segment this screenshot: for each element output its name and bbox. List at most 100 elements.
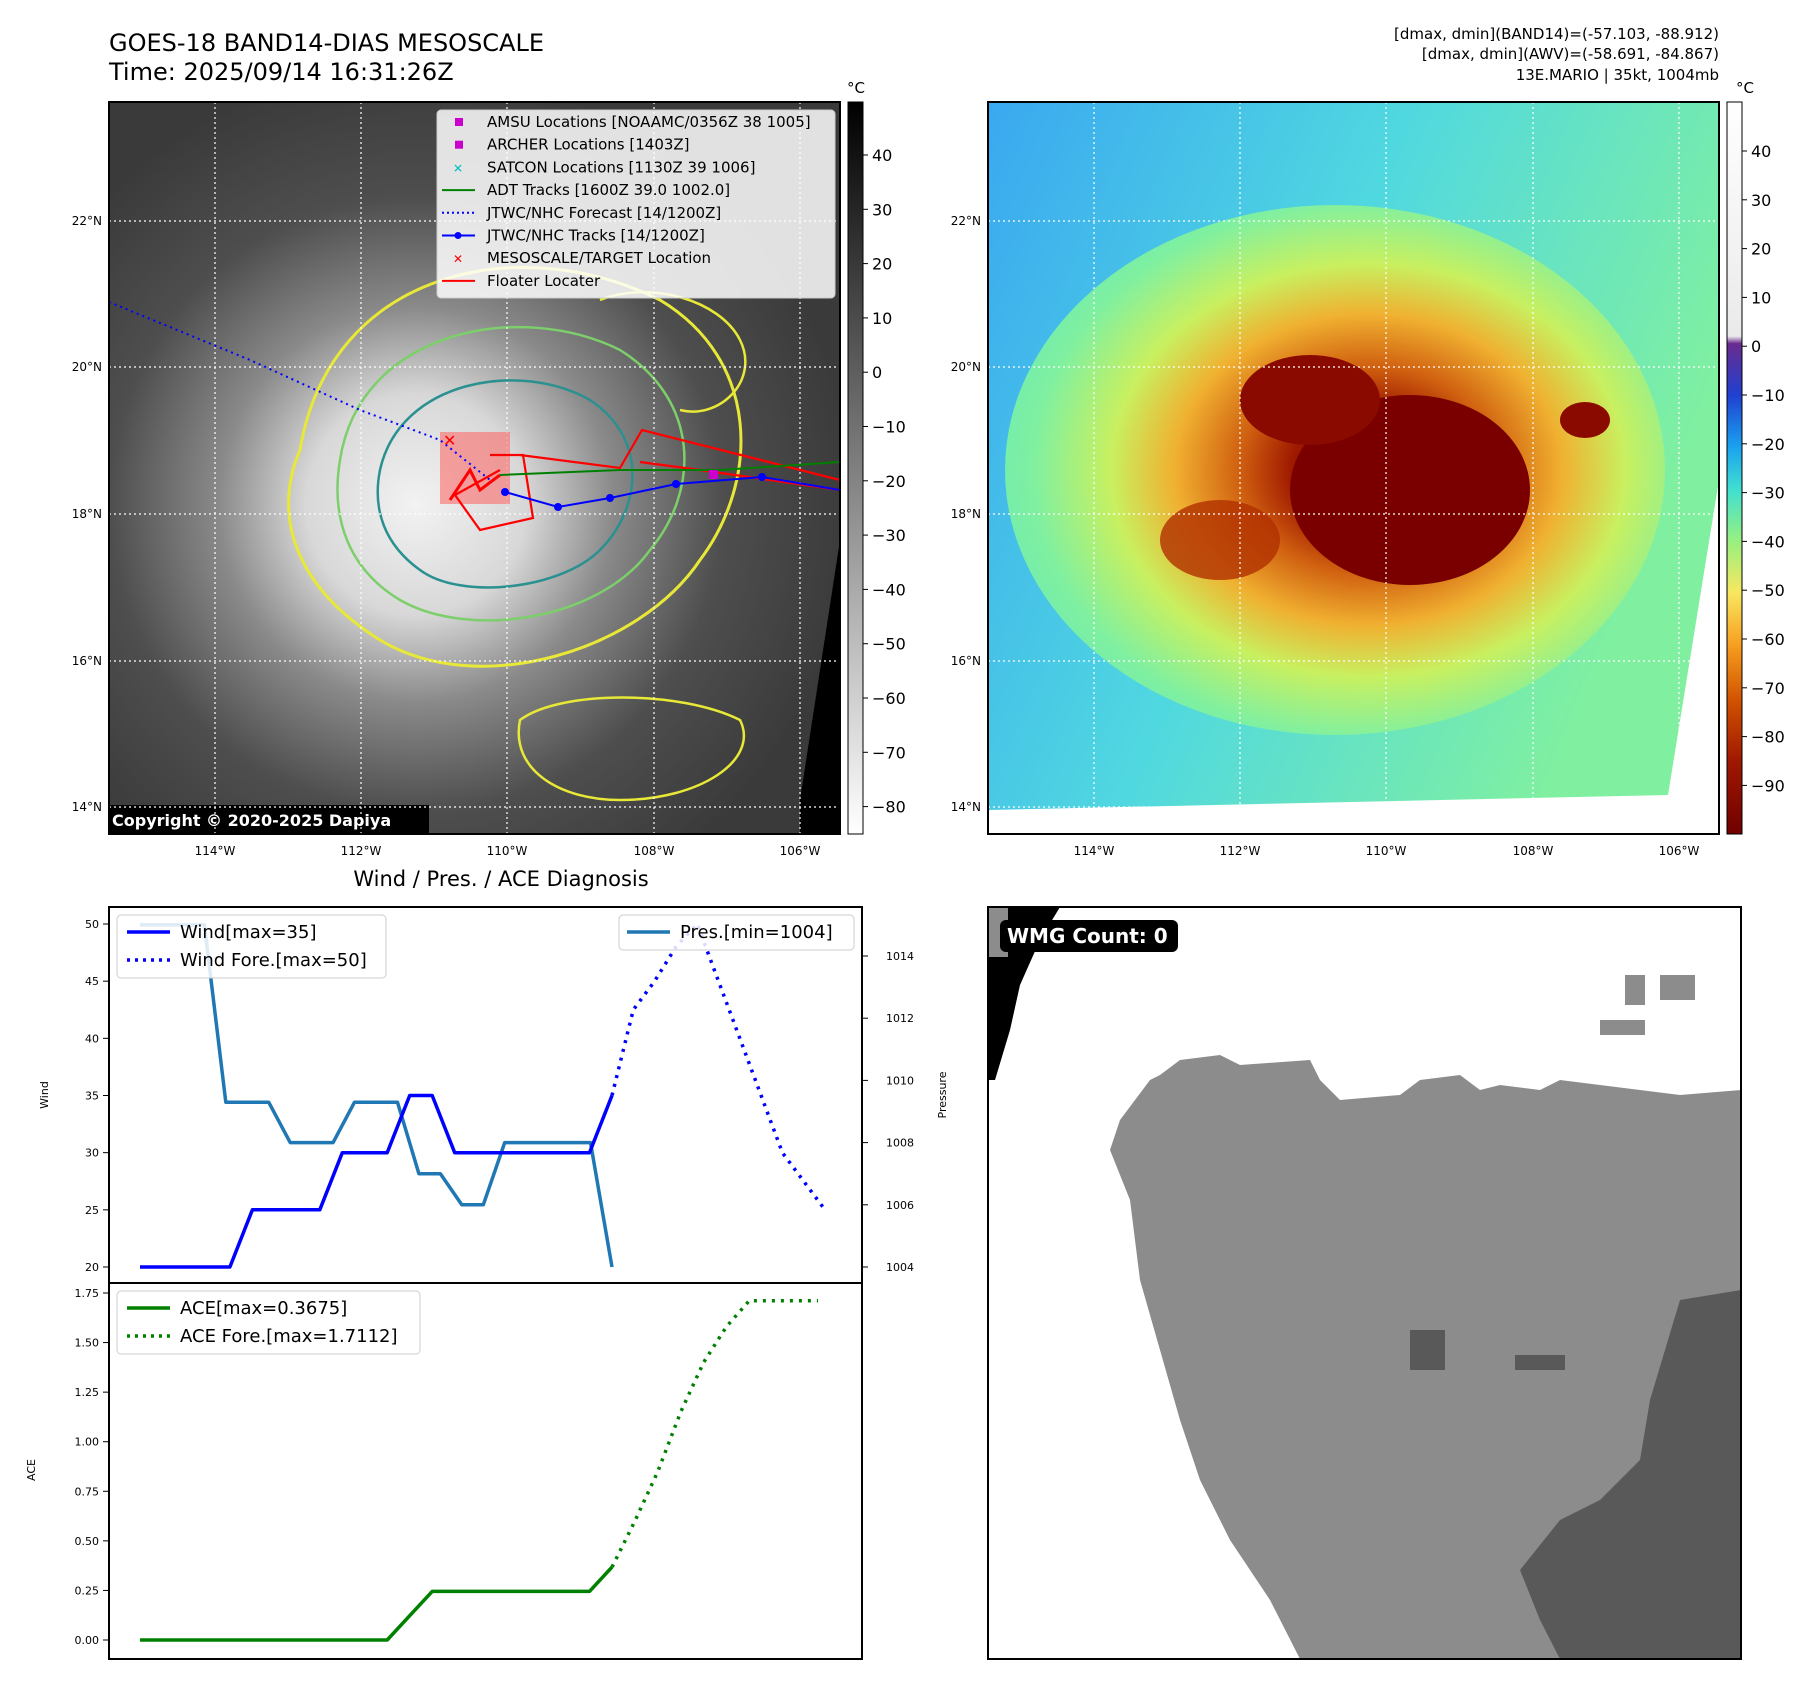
colorbar-tick-label: 10 bbox=[872, 309, 892, 328]
legend-entry: ✕ MESOSCALE/TARGET Location bbox=[453, 249, 711, 267]
wmg-count-badge: WMG Count: 0 bbox=[1000, 920, 1178, 952]
y-tick-label: 0.25 bbox=[75, 1584, 100, 1597]
jtwc-track-points bbox=[501, 473, 766, 511]
ace-line bbox=[140, 1565, 614, 1642]
colorbar-tick-label: 30 bbox=[872, 200, 892, 219]
lat-label: 22°N bbox=[72, 214, 102, 228]
colorbar-tick-label: 20 bbox=[872, 255, 892, 274]
legend-x-icon: ✕ bbox=[453, 252, 463, 266]
awv-colorbar-unit: °C bbox=[1736, 79, 1754, 97]
legend-entry: ADT Tracks [1600Z 39.0 1002.0] bbox=[442, 181, 730, 199]
y-tick-label: 1004 bbox=[886, 1261, 914, 1274]
wmg-dark-region bbox=[1520, 1290, 1741, 1659]
lat-label: 16°N bbox=[72, 654, 102, 668]
colorbar-tick-label: −30 bbox=[1751, 484, 1785, 503]
lat-label: 14°N bbox=[72, 800, 102, 814]
legend-label: MESOSCALE/TARGET Location bbox=[487, 249, 711, 267]
y-tick-label: 50 bbox=[85, 918, 99, 931]
ir-contour-south bbox=[517, 696, 746, 802]
y-tick-label: 1012 bbox=[886, 1012, 914, 1025]
ir-map-legend: AMSU Locations [NOAAMC/0356Z 38 1005] ARC… bbox=[436, 109, 836, 299]
y-tick-label: 1.75 bbox=[75, 1287, 100, 1300]
ir-colorbar: °C 40 30 20 10 0 −10 −20 −30 −40 −50 −60 −70 −80 bbox=[847, 79, 906, 835]
wmg-panel: WMG Count: 0 bbox=[987, 906, 1742, 1660]
ace-ylabel: ACE bbox=[25, 1459, 38, 1481]
colorbar-tick-label: −80 bbox=[1751, 728, 1785, 747]
wind-legend: Wind[max=35] Wind Fore.[max=50] bbox=[116, 914, 387, 979]
mesoscale-target-marker: ✕ bbox=[443, 431, 456, 450]
lon-label: 108°W bbox=[634, 844, 675, 858]
colorbar-tick-label: 0 bbox=[872, 363, 882, 382]
colorbar-tick-label: −60 bbox=[1751, 630, 1785, 649]
legend-label: JTWC/NHC Forecast [14/1200Z] bbox=[486, 204, 721, 222]
ir-lon-labels: 114°W 112°W 110°W 108°W 106°W bbox=[195, 844, 821, 858]
y-tick-label: 1014 bbox=[886, 950, 914, 963]
lon-label: 110°W bbox=[487, 844, 528, 858]
ir-nodata-edge bbox=[800, 540, 840, 834]
colorbar-tick-label: −20 bbox=[872, 472, 906, 491]
lat-label: 18°N bbox=[951, 507, 981, 521]
lat-label: 16°N bbox=[951, 654, 981, 668]
colorbar-tick-label: −70 bbox=[1751, 679, 1785, 698]
wind-ylabel: Wind bbox=[38, 1081, 51, 1109]
colorbar-tick-label: 20 bbox=[1751, 240, 1771, 259]
y-tick-label: 0.75 bbox=[75, 1485, 100, 1498]
awv-colorbar: °C 40 30 20 10 0 −10 −20 −30 −40 −50 −60 −70 −80 −90 bbox=[1726, 79, 1785, 835]
pressure-line bbox=[140, 923, 614, 1268]
floater-locater-scribble bbox=[448, 467, 501, 501]
colorbar-tick-label: −70 bbox=[872, 743, 906, 762]
colorbar-tick-label: 0 bbox=[1751, 337, 1761, 356]
awv-dark-center bbox=[1290, 395, 1530, 585]
lon-label: 108°W bbox=[1513, 844, 1554, 858]
ir-lat-labels: 22°N 20°N 18°N 16°N 14°N bbox=[72, 214, 102, 814]
y-tick-label: 0.50 bbox=[75, 1535, 100, 1548]
colorbar-tick-label: −40 bbox=[1751, 532, 1785, 551]
lon-label: 106°W bbox=[780, 844, 821, 858]
legend-entry: Floater Locater bbox=[442, 272, 601, 290]
legend-pres: Pres.[min=1004] bbox=[680, 922, 833, 943]
lon-label: 114°W bbox=[1074, 844, 1115, 858]
stats-storm: 13E.MARIO | 35kt, 1004mb bbox=[1516, 66, 1719, 84]
colorbar-tick-label: −10 bbox=[1751, 386, 1785, 405]
figure-time: Time: 2025/09/14 16:31:26Z bbox=[108, 58, 454, 86]
legend-ace-fore: ACE Fore.[max=1.7112] bbox=[180, 1326, 398, 1347]
legend-x-icon: ✕ bbox=[453, 161, 463, 175]
ir-colorbar-unit: °C bbox=[847, 79, 865, 97]
legend-wind-fore: Wind Fore.[max=50] bbox=[180, 950, 367, 971]
colorbar-tick-label: 10 bbox=[1751, 288, 1771, 307]
lat-label: 20°N bbox=[951, 360, 981, 374]
legend-label: JTWC/NHC Tracks [14/1200Z] bbox=[486, 227, 705, 245]
y-tick-label: 1010 bbox=[886, 1074, 914, 1087]
awv-lat-labels: 22°N 20°N 18°N 16°N 14°N bbox=[951, 214, 981, 814]
floater-locater-box bbox=[453, 453, 535, 532]
y-tick-label: 40 bbox=[85, 1032, 99, 1045]
lon-label: 112°W bbox=[1220, 844, 1261, 858]
y-tick-label: 20 bbox=[85, 1261, 99, 1274]
y-tick-label: 1.50 bbox=[75, 1337, 100, 1350]
stats-awv: [dmax, dmin](AWV)=(-58.691, -84.867) bbox=[1422, 45, 1719, 63]
ir-contour-mid bbox=[336, 325, 686, 622]
awv-lon-labels: 114°W 112°W 110°W 108°W 106°W bbox=[1074, 844, 1700, 858]
y-tick-label: 1.25 bbox=[75, 1386, 100, 1399]
lat-label: 18°N bbox=[72, 507, 102, 521]
colorbar-tick-label: −60 bbox=[872, 689, 906, 708]
y-tick-label: 45 bbox=[85, 975, 99, 988]
colorbar-tick-label: −20 bbox=[1751, 435, 1785, 454]
colorbar-tick-label: −90 bbox=[1751, 776, 1785, 795]
jtwc-track-line bbox=[504, 475, 840, 509]
y-tick-label: 1006 bbox=[886, 1199, 914, 1212]
pres-ylabel: Pressure bbox=[936, 1071, 949, 1118]
colorbar-tick-label: 40 bbox=[872, 146, 892, 165]
stats-band14: [dmax, dmin](BAND14)=(-57.103, -88.912) bbox=[1394, 25, 1719, 43]
legend-entry: AMSU Locations [NOAAMC/0356Z 38 1005] bbox=[455, 113, 811, 131]
colorbar-tick-label: 30 bbox=[1751, 191, 1771, 210]
archer-location-marker bbox=[709, 470, 718, 479]
ir-map-frame bbox=[108, 101, 841, 835]
awv-map-panel bbox=[988, 102, 1719, 834]
legend-label: Floater Locater bbox=[487, 272, 601, 290]
awv-map-frame bbox=[987, 101, 1720, 835]
ace-legend: ACE[max=0.3675] ACE Fore.[max=1.7112] bbox=[116, 1290, 421, 1355]
ace-chart: 1.75 1.50 1.25 1.00 0.75 0.50 0.25 0.00 ACE ACE… bbox=[25, 1282, 863, 1660]
